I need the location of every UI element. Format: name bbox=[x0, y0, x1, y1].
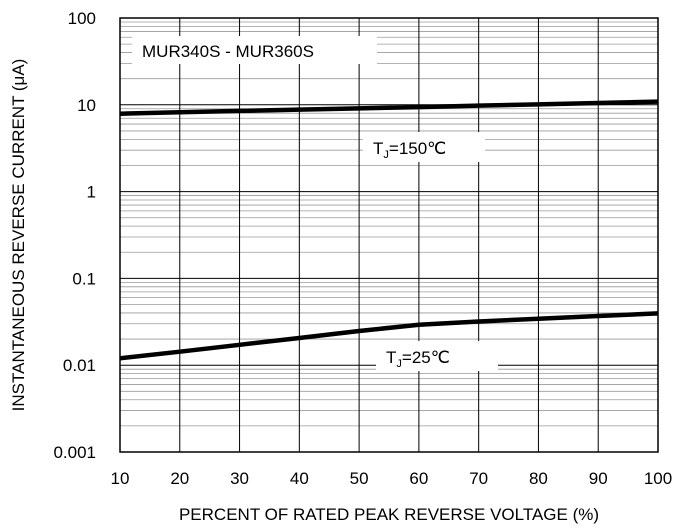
series-label-background bbox=[376, 341, 498, 371]
series-label-subscript: J bbox=[383, 149, 389, 161]
y-tick-labels: 100 10 1 0.1 0.01 0.001 bbox=[53, 9, 96, 462]
x-tick-label: 10 bbox=[111, 469, 130, 488]
y-axis-label: INSTANTANEOUS REVERSE CURRENT (μA) bbox=[9, 59, 28, 412]
series-label-150c: TJ=150℃ bbox=[363, 132, 485, 162]
x-tick-label: 30 bbox=[230, 469, 249, 488]
x-tick-label: 80 bbox=[529, 469, 548, 488]
x-tick-label: 70 bbox=[469, 469, 488, 488]
series-label-text: TJ=150℃ bbox=[373, 139, 446, 161]
series-label-main: T bbox=[373, 139, 383, 158]
x-tick-label: 90 bbox=[589, 469, 608, 488]
y-tick-label: 0.1 bbox=[72, 269, 96, 288]
device-label: MUR340S - MUR360S bbox=[132, 36, 377, 64]
series-label-subscript: J bbox=[396, 358, 402, 370]
series-label-rest: =150℃ bbox=[389, 139, 446, 158]
series-layer bbox=[119, 99, 659, 361]
x-tick-label: 20 bbox=[170, 469, 189, 488]
x-tick-labels: 10 20 30 40 50 60 70 80 90 100 bbox=[111, 469, 673, 488]
major-grid bbox=[120, 18, 658, 452]
minor-grid bbox=[120, 21, 658, 427]
y-tick-label: 0.01 bbox=[63, 356, 96, 375]
x-tick-label: 50 bbox=[350, 469, 369, 488]
x-tick-label: 100 bbox=[644, 469, 672, 488]
x-axis-label: PERCENT OF RATED PEAK REVERSE VOLTAGE (%… bbox=[179, 505, 599, 524]
y-tick-label: 10 bbox=[77, 96, 96, 115]
y-tick-label: 100 bbox=[68, 9, 96, 28]
series-label-main: T bbox=[386, 348, 396, 367]
series-line-1 bbox=[119, 99, 659, 116]
series-line-2 bbox=[119, 311, 659, 361]
x-tick-label: 60 bbox=[409, 469, 428, 488]
plot-frame bbox=[119, 17, 659, 453]
series-label-text: TJ=25℃ bbox=[386, 348, 450, 370]
series-label-background bbox=[363, 132, 485, 162]
device-label-background bbox=[132, 36, 377, 64]
y-tick-label: 1 bbox=[87, 183, 96, 202]
y-tick-label: 0.001 bbox=[53, 443, 96, 462]
device-label-text: MUR340S - MUR360S bbox=[142, 42, 314, 61]
series-label-25c: TJ=25℃ bbox=[376, 341, 498, 371]
series-label-rest: =25℃ bbox=[402, 348, 450, 367]
x-tick-label: 40 bbox=[290, 469, 309, 488]
